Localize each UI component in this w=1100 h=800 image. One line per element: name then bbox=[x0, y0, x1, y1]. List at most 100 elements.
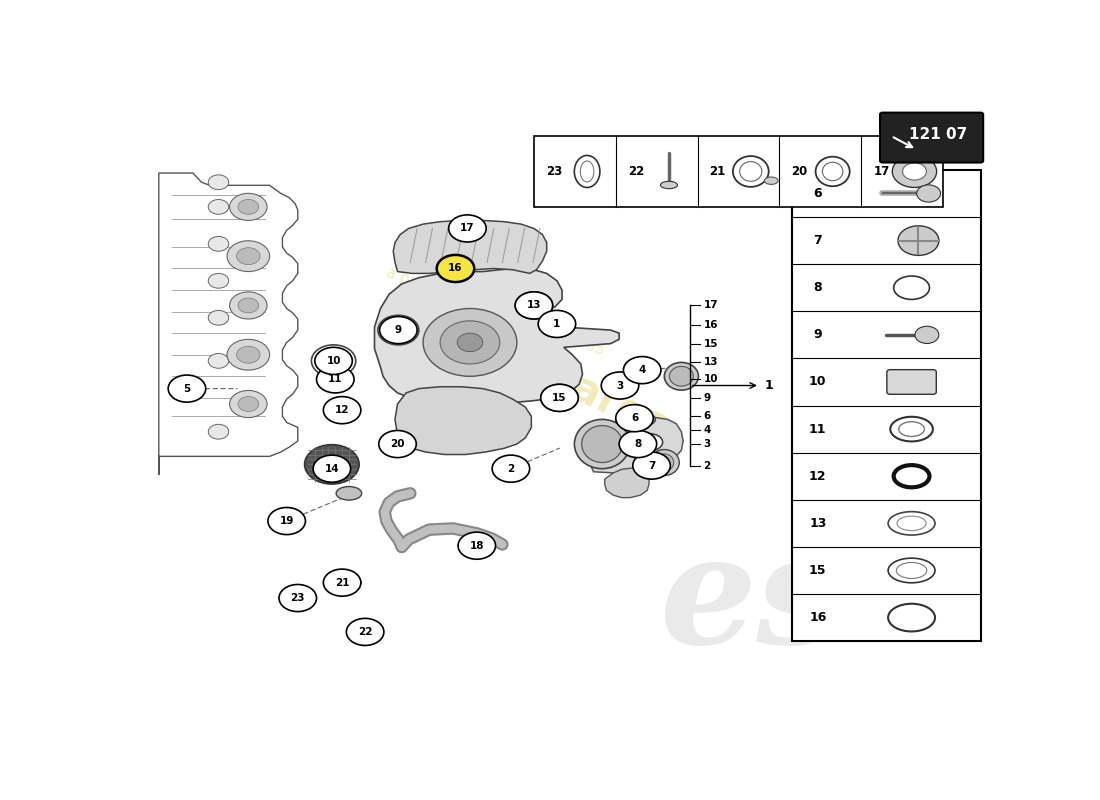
Ellipse shape bbox=[574, 419, 630, 469]
Circle shape bbox=[317, 366, 354, 393]
Circle shape bbox=[268, 507, 306, 534]
Text: 21: 21 bbox=[334, 578, 350, 588]
Ellipse shape bbox=[390, 439, 408, 449]
Ellipse shape bbox=[290, 593, 305, 599]
Ellipse shape bbox=[329, 574, 361, 591]
Circle shape bbox=[379, 317, 417, 344]
Circle shape bbox=[315, 347, 352, 374]
Ellipse shape bbox=[823, 162, 843, 181]
Text: 1: 1 bbox=[553, 319, 561, 329]
Circle shape bbox=[541, 384, 579, 411]
Text: 18: 18 bbox=[470, 541, 484, 550]
Circle shape bbox=[619, 430, 657, 458]
Text: 10: 10 bbox=[327, 356, 341, 366]
Ellipse shape bbox=[660, 182, 678, 189]
Circle shape bbox=[541, 384, 579, 411]
Text: 6: 6 bbox=[704, 411, 711, 422]
Circle shape bbox=[168, 375, 206, 402]
Text: 14: 14 bbox=[324, 464, 339, 474]
Text: 12: 12 bbox=[808, 470, 826, 482]
Text: 9: 9 bbox=[395, 325, 402, 335]
Text: 23: 23 bbox=[546, 165, 562, 178]
FancyBboxPatch shape bbox=[880, 113, 983, 162]
Text: 15: 15 bbox=[552, 393, 567, 403]
Circle shape bbox=[236, 248, 260, 265]
Ellipse shape bbox=[386, 436, 412, 452]
Text: 12: 12 bbox=[334, 405, 350, 415]
Text: es: es bbox=[660, 526, 843, 676]
Polygon shape bbox=[374, 269, 619, 402]
Ellipse shape bbox=[634, 414, 656, 426]
Circle shape bbox=[632, 452, 670, 479]
Text: 23: 23 bbox=[290, 593, 305, 603]
Circle shape bbox=[378, 315, 419, 345]
Ellipse shape bbox=[896, 516, 926, 530]
Ellipse shape bbox=[888, 558, 935, 582]
Text: 3: 3 bbox=[704, 439, 711, 449]
Text: 5: 5 bbox=[184, 383, 190, 394]
Circle shape bbox=[314, 455, 351, 482]
Text: 11: 11 bbox=[328, 374, 342, 384]
Ellipse shape bbox=[896, 562, 927, 578]
Circle shape bbox=[602, 372, 639, 399]
Text: 4: 4 bbox=[638, 365, 646, 375]
Text: 6: 6 bbox=[631, 413, 638, 423]
Polygon shape bbox=[605, 468, 649, 498]
Circle shape bbox=[346, 618, 384, 646]
FancyBboxPatch shape bbox=[792, 170, 981, 641]
Circle shape bbox=[616, 405, 653, 432]
Circle shape bbox=[449, 215, 486, 242]
Ellipse shape bbox=[899, 422, 924, 437]
Ellipse shape bbox=[636, 434, 662, 451]
Circle shape bbox=[515, 292, 552, 319]
Ellipse shape bbox=[664, 362, 698, 390]
Ellipse shape bbox=[893, 276, 930, 299]
Circle shape bbox=[915, 326, 939, 343]
Circle shape bbox=[305, 445, 359, 484]
Text: 6: 6 bbox=[814, 187, 822, 200]
Text: 20: 20 bbox=[390, 439, 405, 449]
Circle shape bbox=[238, 397, 258, 411]
Ellipse shape bbox=[641, 438, 657, 447]
FancyBboxPatch shape bbox=[534, 136, 943, 207]
Text: 15: 15 bbox=[704, 338, 718, 349]
Text: 3: 3 bbox=[616, 381, 624, 390]
Circle shape bbox=[902, 163, 926, 180]
Text: eurospares: eurospares bbox=[419, 298, 674, 448]
Circle shape bbox=[208, 175, 229, 190]
Polygon shape bbox=[587, 418, 683, 473]
Circle shape bbox=[378, 430, 416, 458]
Text: 21: 21 bbox=[710, 165, 726, 178]
Text: 17: 17 bbox=[704, 301, 718, 310]
Circle shape bbox=[311, 345, 355, 377]
Text: 22: 22 bbox=[358, 627, 373, 637]
Circle shape bbox=[437, 255, 474, 282]
Text: 13: 13 bbox=[810, 517, 826, 530]
Ellipse shape bbox=[286, 590, 310, 602]
Text: 8: 8 bbox=[635, 439, 641, 449]
Circle shape bbox=[208, 274, 229, 288]
Ellipse shape bbox=[337, 486, 362, 500]
Ellipse shape bbox=[334, 578, 355, 588]
Polygon shape bbox=[394, 221, 547, 274]
Text: 19: 19 bbox=[279, 516, 294, 526]
Ellipse shape bbox=[739, 162, 762, 182]
Text: 13: 13 bbox=[527, 301, 541, 310]
Ellipse shape bbox=[888, 512, 935, 535]
Circle shape bbox=[230, 390, 267, 418]
Text: 16: 16 bbox=[448, 263, 463, 274]
Circle shape bbox=[440, 321, 499, 364]
Circle shape bbox=[208, 354, 229, 368]
Ellipse shape bbox=[582, 426, 623, 462]
Ellipse shape bbox=[764, 177, 778, 184]
Ellipse shape bbox=[581, 161, 594, 182]
Circle shape bbox=[227, 339, 270, 370]
Circle shape bbox=[230, 194, 267, 221]
Ellipse shape bbox=[654, 454, 673, 471]
Ellipse shape bbox=[815, 157, 849, 186]
Text: 1: 1 bbox=[764, 379, 773, 392]
Ellipse shape bbox=[356, 636, 372, 642]
Circle shape bbox=[538, 310, 575, 338]
Ellipse shape bbox=[733, 156, 769, 187]
Circle shape bbox=[898, 226, 939, 255]
